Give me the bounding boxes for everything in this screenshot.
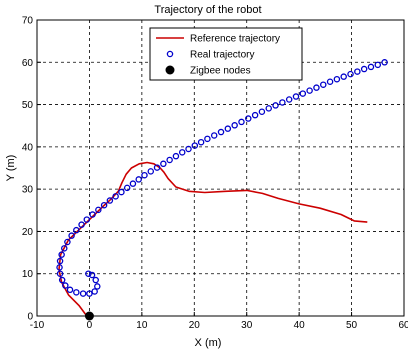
real-trajectory-point (61, 245, 68, 252)
real-trajectory-point (160, 160, 167, 168)
real-trajectory-point (62, 282, 69, 289)
y-tick-label: 60 (22, 58, 34, 69)
real-trajectory-point (153, 164, 161, 171)
real-trajectory-point (86, 290, 93, 297)
real-trajectory-point (141, 171, 148, 179)
real-trajectory-point (100, 201, 108, 209)
real-trajectory-point (56, 264, 63, 271)
real-trajectory-point (66, 286, 74, 294)
real-trajectory-point (79, 290, 87, 297)
y-tick-label: 30 (22, 185, 34, 196)
legend: Reference trajectory Real trajectory Zigbe… (149, 27, 303, 81)
real-trajectory-point (64, 238, 71, 246)
real-trajectory-point (178, 149, 186, 156)
real-trajectory-point (73, 226, 80, 234)
real-trajectory-point (204, 135, 211, 143)
real-trajectory-point (285, 96, 293, 103)
x-tick-label: 30 (241, 320, 253, 331)
real-trajectory-point (89, 211, 96, 218)
real-trajectory-point (217, 128, 225, 136)
reference-trajectory-line (58, 161, 368, 317)
real-trajectory-point (272, 102, 279, 109)
real-trajectory-point (340, 73, 347, 80)
real-trajectory-point (95, 206, 102, 214)
real-trajectory-point (73, 289, 80, 296)
real-trajectory-point (94, 283, 101, 290)
real-trajectory-point (58, 251, 65, 258)
real-trajectory-point (313, 84, 320, 91)
legend-box (149, 27, 303, 81)
plot-area-frame (36, 19, 405, 317)
y-tick-label: 40 (22, 142, 34, 153)
real-trajectory-point (172, 152, 180, 160)
real-trajectory-point (197, 138, 205, 146)
real-trajectory-point (56, 270, 64, 277)
real-trajectory-point (85, 270, 92, 277)
real-trajectory-point (185, 145, 192, 153)
real-trajectory-point (112, 193, 119, 200)
real-trajectory-point (123, 184, 131, 192)
real-trajectory-point (91, 288, 98, 295)
real-trajectory-point (306, 87, 313, 94)
real-trajectory-point (320, 81, 327, 88)
real-trajectory-point (245, 115, 252, 122)
real-trajectory-point (68, 232, 75, 239)
real-trajectory-point (333, 75, 341, 83)
x-tick-label: 0 (87, 320, 93, 331)
real-trajectory-point (374, 61, 382, 69)
x-tick-label: 60 (398, 320, 408, 331)
y-tick-label: 50 (22, 100, 34, 111)
x-tick-label: -10 (30, 320, 45, 331)
real-trajectory-point (347, 70, 354, 78)
y-tick-label: 70 (22, 16, 34, 27)
real-trajectory-point (381, 59, 388, 66)
legend-swatch-circle (166, 50, 174, 58)
legend-label: Zigbee nodes (190, 66, 251, 77)
real-trajectory-point (326, 78, 334, 85)
x-tick-label: 10 (136, 320, 148, 331)
real-trajectory-point (88, 271, 96, 279)
series-layer (56, 59, 388, 321)
real-trajectory-point (251, 111, 259, 119)
real-trajectory-point (147, 168, 155, 175)
real-trajectory-point (367, 63, 375, 71)
real-trajectory-point (231, 122, 238, 129)
real-trajectory-point (92, 276, 99, 284)
y-axis-label: Y (m) (5, 155, 17, 182)
real-trajectory-point (238, 118, 245, 126)
real-trajectory-point (191, 142, 199, 149)
y-tick-label: 10 (22, 269, 34, 280)
real-trajectory-point (265, 105, 272, 112)
real-trajectory-point (118, 188, 125, 196)
chart-title: Trajectory of the robot (154, 4, 261, 16)
real-trajectory-point (354, 68, 361, 75)
real-trajectory-point (135, 176, 142, 183)
real-trajectory-point (210, 132, 218, 139)
y-tick-label: 20 (22, 227, 34, 238)
real-trajectory-point (279, 99, 286, 106)
legend-swatch-dot (165, 65, 175, 75)
x-tick-label: 20 (189, 320, 201, 331)
real-trajectory-point (299, 90, 307, 97)
x-tick-label: 40 (294, 320, 306, 331)
real-trajectory-point (58, 276, 66, 284)
real-trajectory-point (360, 65, 368, 73)
legend-label: Real trajectory (190, 50, 254, 61)
real-trajectory-point (83, 216, 91, 223)
real-trajectory-point (224, 125, 232, 132)
real-trajectory-point (78, 221, 85, 228)
legend-label: Reference trajectory (190, 34, 280, 45)
real-trajectory-point (166, 156, 173, 164)
x-axis-label: X (m) (195, 337, 222, 349)
x-tick-label: 50 (346, 320, 358, 331)
real-trajectory-point (56, 257, 64, 265)
real-trajectory-point (129, 180, 137, 187)
real-trajectory-point (292, 93, 300, 100)
real-trajectory-point (258, 108, 266, 116)
y-tick-label: 0 (27, 312, 33, 323)
real-trajectory-point (106, 197, 114, 204)
